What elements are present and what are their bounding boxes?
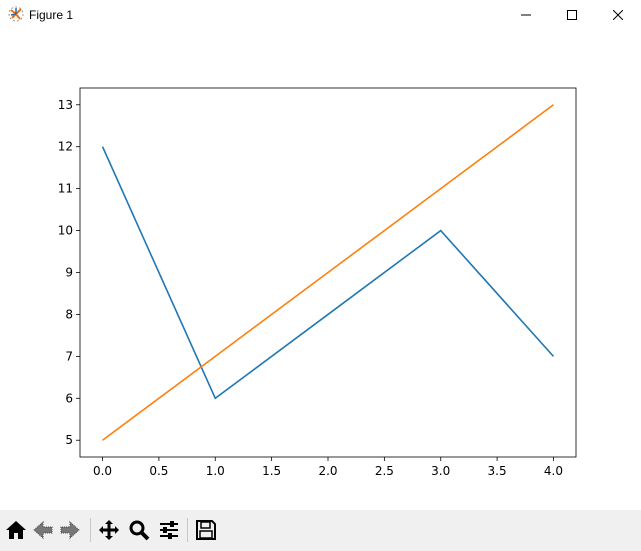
y-tick-label: 5 [65,433,73,447]
y-tick-label: 12 [58,140,73,154]
x-tick-label: 3.5 [488,464,507,478]
x-tick-label: 4.0 [544,464,563,478]
series-line-0 [101,146,555,400]
save-button[interactable] [194,518,218,542]
move-icon [99,520,119,540]
home-icon [6,521,26,539]
x-tick-label: 1.0 [206,464,225,478]
x-tick-label: 0.5 [149,464,168,478]
maximize-icon [567,10,577,20]
minimize-button[interactable] [503,0,549,30]
x-tick-label: 2.0 [318,464,337,478]
sliders-icon [160,521,178,539]
home-button[interactable] [4,518,28,542]
x-tick-label: 1.5 [262,464,281,478]
configure-subplots-button[interactable] [157,518,181,542]
series-line-1 [102,104,554,441]
y-tick-label: 7 [65,349,73,363]
y-tick-label: 13 [58,98,73,112]
toolbar-separator [187,518,188,542]
x-tick-label: 0.0 [93,464,112,478]
magnifier-icon [129,520,150,541]
matplotlib-icon [8,6,24,22]
back-button[interactable] [31,518,55,542]
y-tick-label: 8 [65,307,73,321]
back-arrow-icon [33,520,53,540]
window-title: Figure 1 [29,8,74,22]
minimize-icon [521,14,531,16]
forward-arrow-icon [60,520,80,540]
x-tick-label: 3.0 [431,464,450,478]
toolbar-separator [90,518,91,542]
floppy-disk-icon [196,520,216,540]
y-tick-label: 6 [65,391,73,405]
x-tick-label: 2.5 [375,464,394,478]
close-icon [613,10,623,20]
close-button[interactable] [595,0,641,30]
navigation-toolbar [0,510,641,551]
zoom-button[interactable] [127,518,151,542]
pan-button[interactable] [97,518,121,542]
y-tick-label: 9 [65,266,73,280]
forward-button[interactable] [58,518,82,542]
y-tick-label: 10 [58,224,73,238]
title-bar: Figure 1 [0,0,641,30]
maximize-button[interactable] [549,0,595,30]
line-chart: 0.0 0.5 1.0 1.5 2.0 2.5 3.0 3.5 4.0 5 6 7 8 9 10 11 12 13 [58,87,577,478]
y-tick-label: 11 [58,182,73,196]
